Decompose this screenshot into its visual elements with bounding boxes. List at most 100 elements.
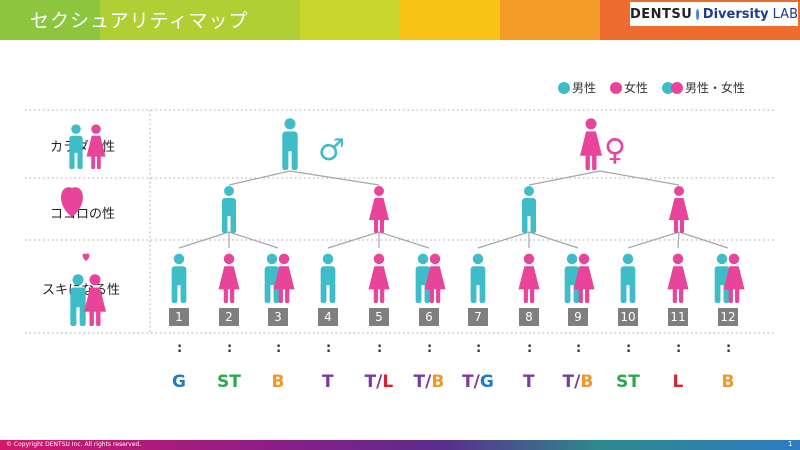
category-label-part: T [523,372,535,392]
attraction-row-icon [70,253,106,326]
category-label-part: B [721,372,735,392]
colon-marker: : [377,341,383,356]
row-icons [61,124,106,326]
connector-line [627,231,680,249]
category-label-part: T [413,372,426,392]
male-heart-figure-icon [522,186,536,233]
number-box: 9 [568,308,588,326]
colon-marker: : [476,341,482,356]
male-heart-figure-icon [222,186,236,233]
colon-marker: : [676,341,682,356]
heart-icon [61,187,83,217]
page-number: 1 [788,440,793,448]
legend-item-male: 男性 [558,79,596,96]
colon-marker: : [527,341,533,356]
male-figure-icon [70,274,86,326]
female-heart-figure-icon [669,186,689,233]
top-symbols: ♂ ♀ [282,118,626,170]
legend-both-label: 男性・女性 [685,81,746,95]
legend: 男性 女性 男性・女性 [558,79,759,96]
number-box: 1 [169,308,189,326]
category-label-part: / [425,372,432,392]
male-figure-icon [69,124,83,169]
female-heart-figure-icon [369,186,389,233]
header-segment [300,0,400,40]
connector-line [678,231,729,249]
figures [171,186,745,303]
connector-line [477,231,530,249]
legend-item-both: 男性・女性 [662,79,745,96]
colon-marker: : [726,341,732,356]
colon-marker: : [326,341,332,356]
category-label-part: L [382,372,394,392]
category-label-part: / [376,372,383,392]
category-label: G [172,372,186,392]
category-label-part: G [172,372,186,392]
category-label: T/B [414,372,445,392]
dentsu-diversity-lab-logo: DENTSU Diversity LAB [630,2,798,26]
number-box: 2 [219,308,239,326]
copyright-text: © Copyright DENTSU Inc. All rights reser… [6,441,142,448]
logo-dot-icon [696,8,699,20]
female-figure-icon [86,124,106,169]
category-label-part: T [462,372,474,392]
male-attraction-figure-icon [470,253,486,303]
number-box: 4 [318,308,338,326]
header-segment [400,0,500,40]
connector-line [289,170,380,186]
category-label-part: B [271,372,285,392]
number-box: 7 [468,308,488,326]
connector-line [677,231,680,249]
footer-bar [0,440,800,450]
female-attraction-figure-icon [518,253,540,303]
male-attraction-figure-icon [620,253,636,303]
category-label-part: ST [217,372,241,392]
category-label: T/B [563,372,594,392]
header-segment [500,0,600,40]
colon-marker: : [227,341,233,356]
female-attraction-figure-icon [667,253,689,303]
male-body-figure-icon [282,118,298,170]
category-label-part: T [364,372,377,392]
colon-marker: : [276,341,282,356]
category-label-part: T [562,372,575,392]
male-attraction-figure-icon [171,253,187,303]
category-label: T/G [462,372,494,392]
category-label: T [322,372,334,392]
legend-male-label: 男性 [572,81,597,95]
number-box: 12 [718,308,738,326]
female-body-figure-icon [580,118,602,170]
category-label: ST [217,372,241,392]
connector-line [228,231,279,249]
category-label-part: B [431,372,445,392]
colon-marker: : [177,341,183,356]
legend-item-female: 女性 [610,79,648,96]
number-box: 5 [369,308,389,326]
connector-line [378,231,430,249]
number-box: 10 [618,308,638,326]
legend-male-dot-icon [558,81,570,94]
category-label: B [722,372,735,392]
colon-marker: : [626,341,632,356]
connector-line [178,231,230,249]
category-label-part: L [672,372,684,392]
logo-text-dentsu: DENTSU [630,6,693,22]
category-label: L [673,372,684,392]
number-box: 3 [268,308,288,326]
female-attraction-figure-icon [218,253,240,303]
connector-line [528,170,601,186]
female-figure-icon [84,274,106,326]
female-symbol-icon: ♀ [604,133,626,168]
small-heart-icon [82,253,90,261]
category-label-part: ST [616,372,640,392]
number-box: 8 [519,308,539,326]
legend-both-dot-icon [671,81,684,94]
grid-lines [25,109,775,334]
category-label-part: B [580,372,594,392]
female-attraction-figure-icon [368,253,390,303]
body-row-icon [69,124,106,169]
connector-line [327,231,380,249]
logo-text-diversity: Diversity [702,6,769,22]
connector-line [228,170,291,186]
